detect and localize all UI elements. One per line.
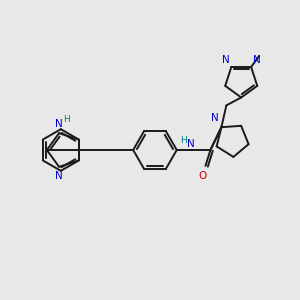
Text: N: N: [222, 55, 229, 65]
Text: N: N: [187, 139, 194, 149]
Text: N: N: [253, 55, 261, 65]
Text: N: N: [55, 119, 63, 129]
Text: N: N: [55, 171, 63, 181]
Text: H: H: [180, 136, 187, 145]
Text: N: N: [211, 113, 218, 123]
Text: H: H: [63, 115, 70, 124]
Text: O: O: [198, 171, 207, 181]
